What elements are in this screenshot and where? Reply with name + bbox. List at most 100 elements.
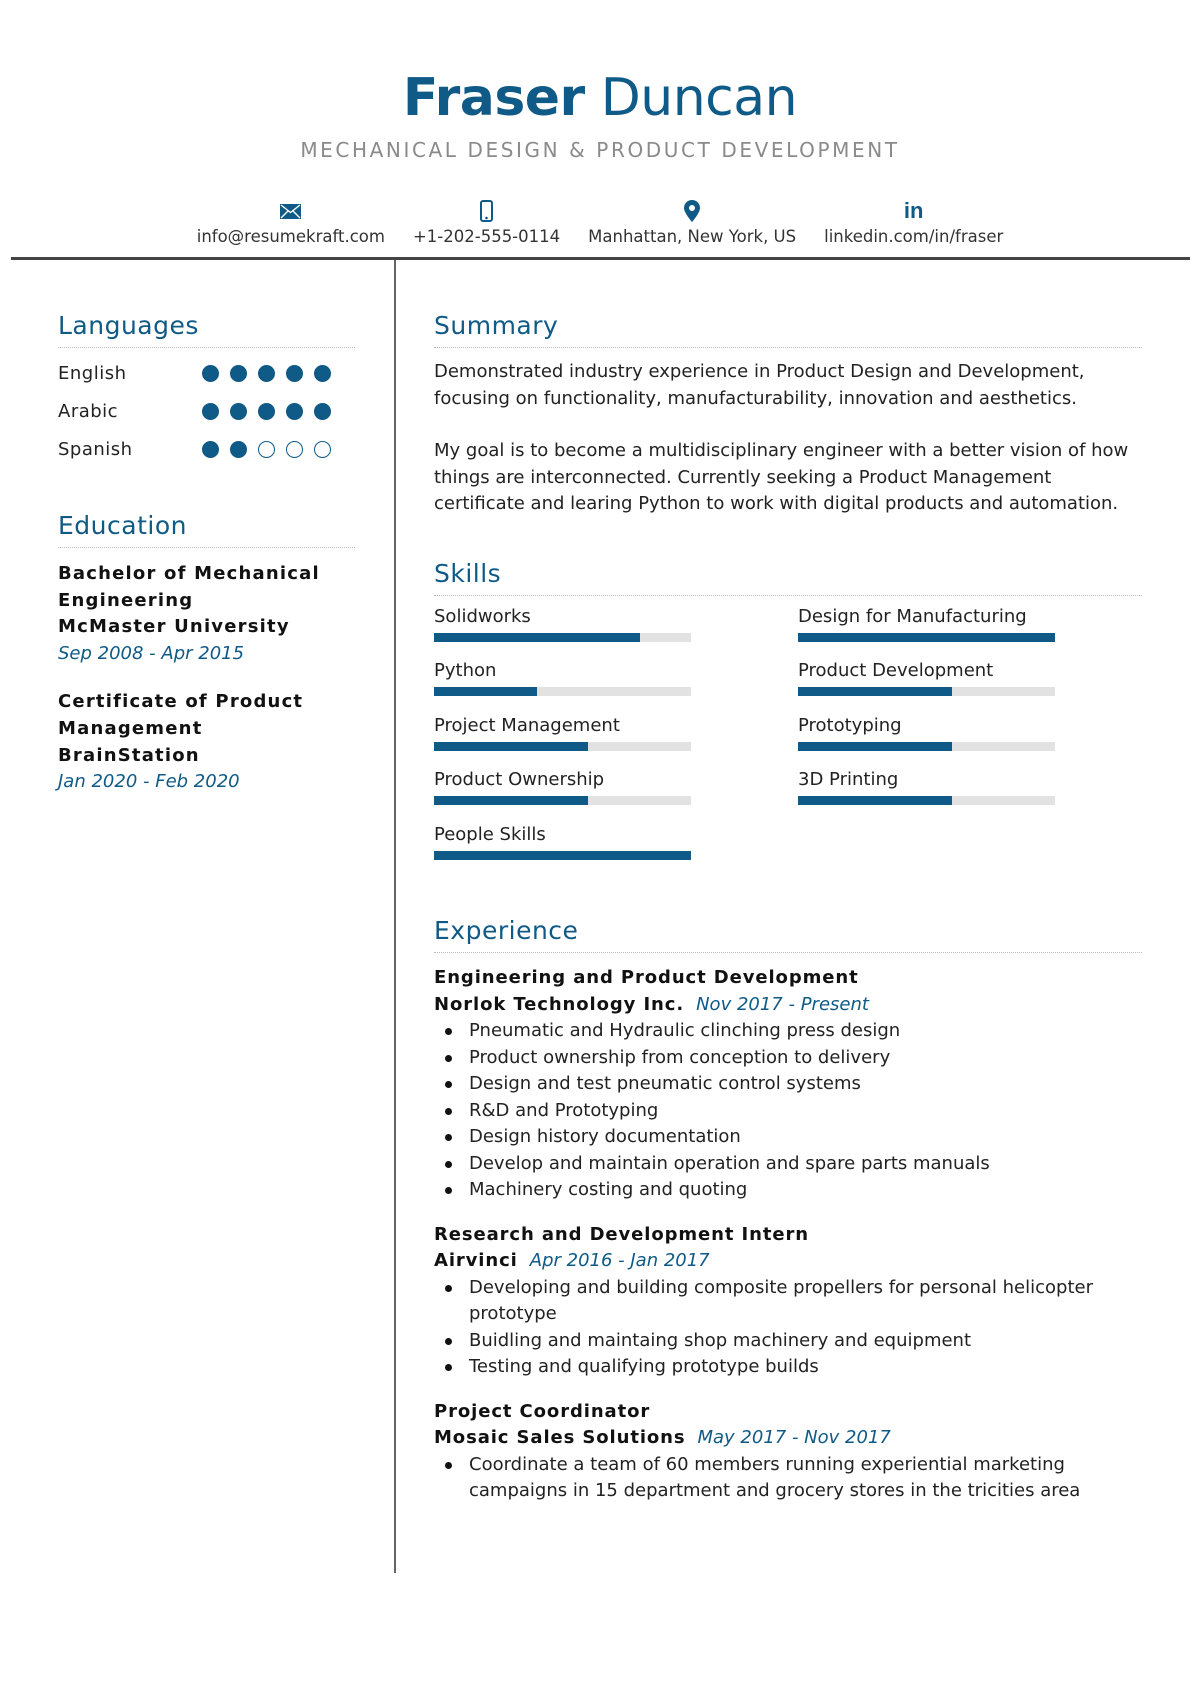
job-bullet: Developing and building composite propel…: [434, 1275, 1142, 1328]
skill-bar-fill: [798, 741, 953, 751]
skill-name: Project Management: [434, 714, 620, 736]
skill-name: Python: [434, 660, 497, 682]
job-title: Research and Development Intern: [434, 1223, 809, 1245]
linkedin-icon: in: [903, 198, 924, 223]
proficiency-dot: [314, 364, 331, 382]
skill-bar: [798, 796, 1055, 806]
contact-bar: info@resumekraft.com +1-202-555-0114 Man…: [0, 198, 1200, 246]
proficiency-dot: [202, 364, 219, 382]
candidate-name: Fraser Duncan: [0, 62, 1200, 134]
skill-bar: [434, 741, 691, 751]
skill-bar: [798, 741, 1055, 751]
skill-item: Design for Manufacturing: [798, 604, 1142, 659]
contact-linkedin[interactable]: in linkedin.com/in/fraser: [824, 198, 1004, 246]
proficiency-dot: [258, 364, 275, 382]
contact-email[interactable]: info@resumekraft.com: [197, 199, 385, 246]
languages-heading: Languages: [58, 308, 355, 348]
skill-name: Solidworks: [434, 605, 531, 627]
column-divider: [394, 260, 396, 1573]
skill-name: Product Development: [798, 660, 994, 682]
school: McMaster University: [58, 616, 290, 638]
job-bullets: Pneumatic and Hydraulic clinching press …: [434, 1018, 1142, 1204]
job-bullets: Developing and building composite propel…: [434, 1275, 1142, 1381]
job-dates: May 2017 - Nov 2017: [697, 1427, 891, 1449]
skill-bar: [434, 850, 691, 860]
last-name: Duncan: [600, 68, 798, 128]
skill-bar-fill: [434, 687, 537, 697]
degree-cont: Engineering: [58, 589, 194, 611]
contact-location: Manhattan, New York, US: [588, 199, 796, 246]
proficiency-dot: [230, 402, 247, 420]
left-column: Languages English Arabic Spanish Education…: [58, 308, 355, 796]
education-heading: Education: [58, 508, 355, 548]
proficiency-dot: [314, 440, 331, 458]
company-name: Airvinci: [434, 1250, 518, 1272]
job-bullet: Buidling and maintaing shop machinery an…: [434, 1328, 1142, 1355]
skill-item: Prototyping: [798, 713, 1142, 768]
degree-cont: Management: [58, 717, 203, 739]
proficiency-dot: [258, 440, 275, 458]
proficiency-dot: [258, 402, 275, 420]
email-text[interactable]: info@resumekraft.com: [196, 227, 385, 246]
job-bullet: Testing and qualifying prototype builds: [434, 1354, 1142, 1381]
education-dates: Jan 2020 - Feb 2020: [58, 771, 240, 793]
skill-item: Product Ownership: [434, 767, 798, 822]
job-bullet: Machinery costing and quoting: [434, 1177, 1142, 1204]
linkedin-text[interactable]: linkedin.com/in/fraser: [824, 227, 1004, 246]
proficiency-dot: [202, 440, 219, 458]
summary-section: Summary Demonstrated industry experience…: [434, 308, 1142, 518]
job-bullet: Coordinate a team of 60 members running …: [434, 1452, 1142, 1505]
skill-bar-fill: [798, 687, 953, 697]
job-title: Project Coordinator: [434, 1400, 651, 1422]
job-bullet: Design and test pneumatic control system…: [434, 1071, 1142, 1098]
skill-bar: [434, 632, 691, 642]
skill-bar-fill: [798, 632, 1055, 642]
skill-bar: [434, 796, 691, 806]
education-section: Education Bachelor of Mechanical Enginee…: [58, 508, 355, 796]
education-item: Bachelor of Mechanical Engineering McMas…: [58, 561, 355, 667]
skill-bar-fill: [434, 632, 640, 642]
phone-text[interactable]: +1-202-555-0114: [412, 227, 561, 246]
skill-bar: [798, 687, 1055, 697]
skills-section: Skills Solidworks Design for Manufacturin…: [434, 556, 1142, 877]
envelope-icon: [280, 199, 302, 223]
skill-name: Design for Manufacturing: [798, 605, 1027, 627]
language-row: Spanish: [58, 430, 355, 468]
proficiency-dot: [230, 364, 247, 382]
skill-bar: [434, 687, 691, 697]
degree: Certificate of Product: [58, 691, 304, 713]
skill-bar-fill: [798, 796, 953, 806]
proficiency-dot: [286, 440, 303, 458]
job-bullet: Pneumatic and Hydraulic clinching press …: [434, 1018, 1142, 1045]
skills-heading: Skills: [434, 556, 1142, 596]
skill-bar: [798, 632, 1055, 642]
location-text: Manhattan, New York, US: [588, 227, 797, 246]
mobile-phone-icon: [480, 199, 494, 223]
proficiency-dot: [202, 402, 219, 420]
company-name: Mosaic Sales Solutions: [434, 1427, 686, 1449]
skill-item: Project Management: [434, 713, 798, 768]
job-company-line: Mosaic Sales Solutions May 2017 - Nov 201…: [434, 1425, 1142, 1452]
job-company-line: Norlok Technology Inc. Nov 2017 - Present: [434, 992, 1142, 1019]
skill-item: People Skills: [434, 822, 798, 877]
proficiency-dot: [230, 440, 247, 458]
contact-phone[interactable]: +1-202-555-0114: [413, 199, 560, 246]
proficiency-dot: [286, 402, 303, 420]
skill-name: Product Ownership: [434, 769, 605, 791]
language-row: Arabic: [58, 392, 355, 430]
job-bullet: Design history documentation: [434, 1124, 1142, 1151]
languages-section: Languages English Arabic Spanish: [58, 308, 355, 468]
school: BrainStation: [58, 744, 200, 766]
skill-bar-fill: [434, 741, 589, 751]
language-name: Spanish: [58, 438, 133, 460]
language-row: English: [58, 354, 355, 392]
job-dates: Apr 2016 - Jan 2017: [529, 1250, 710, 1272]
language-rating: [202, 402, 331, 420]
job-entry: Project Coordinator Mosaic Sales Solutio…: [434, 1399, 1142, 1505]
skill-name: People Skills: [434, 823, 546, 845]
experience-heading: Experience: [434, 913, 1142, 954]
first-name: Fraser: [402, 68, 585, 128]
header-divider: [11, 257, 1190, 260]
job-bullet: Product ownership from conception to del…: [434, 1045, 1142, 1072]
language-rating: [202, 440, 331, 458]
